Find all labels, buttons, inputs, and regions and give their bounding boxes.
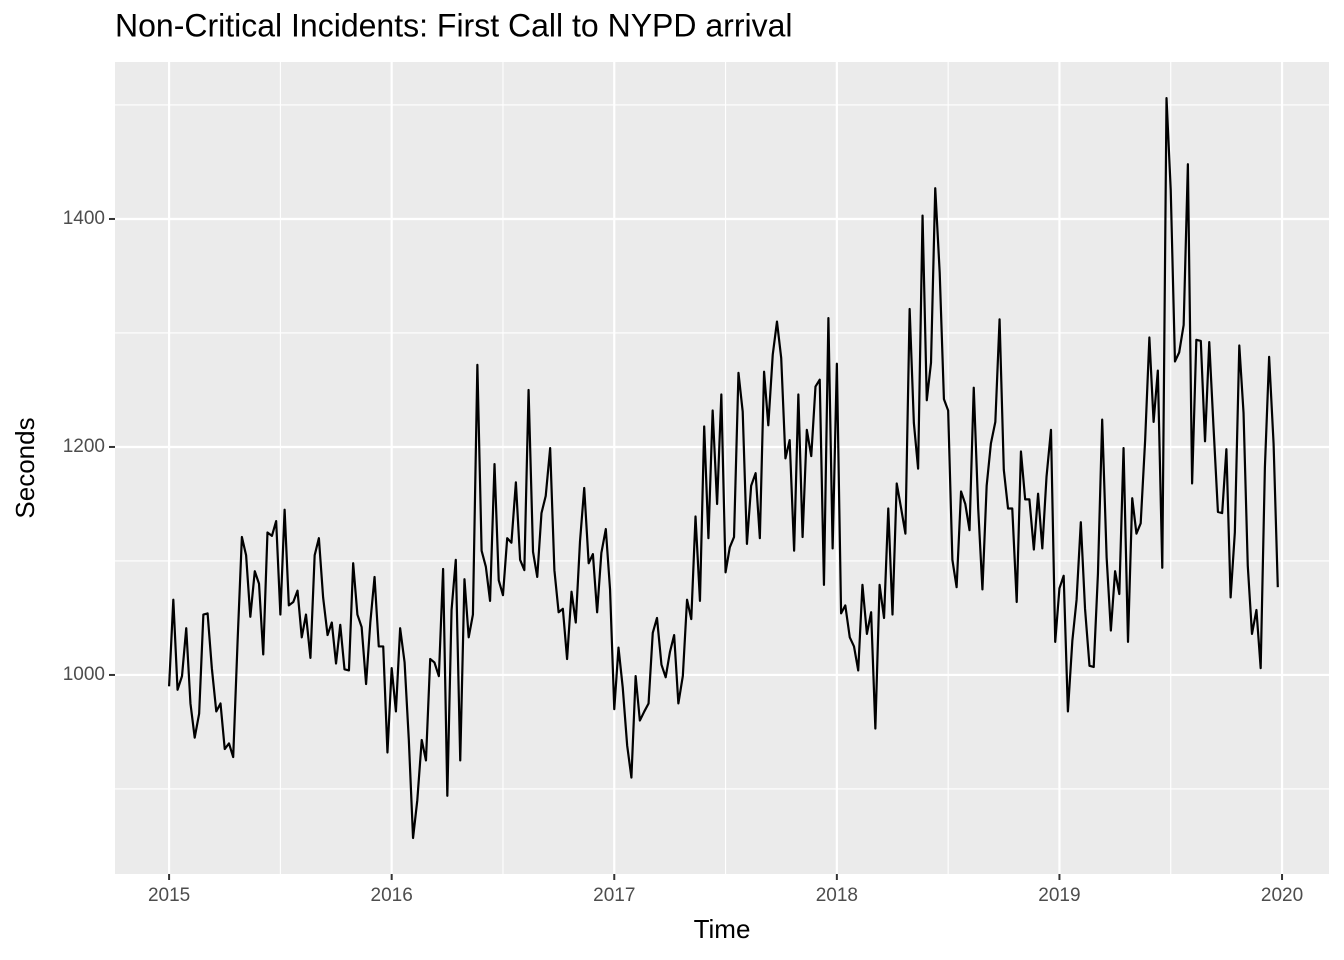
y-tick-label: 1400 bbox=[63, 208, 105, 229]
x-tick-label: 2016 bbox=[371, 885, 413, 906]
y-tick-label: 1000 bbox=[63, 664, 105, 685]
x-tick-label: 2017 bbox=[593, 885, 635, 906]
data-line bbox=[167, 97, 1279, 840]
chart-title: Non-Critical Incidents: First Call to NY… bbox=[115, 7, 793, 43]
y-tick-label: 1200 bbox=[63, 436, 105, 457]
x-axis-label: Time bbox=[694, 914, 751, 944]
y-axis-label: Seconds bbox=[10, 417, 40, 518]
x-tick-label: 2018 bbox=[816, 885, 858, 906]
x-tick-label: 2015 bbox=[148, 885, 190, 906]
x-tick-label: 2019 bbox=[1038, 885, 1080, 906]
x-tick-label: 2020 bbox=[1261, 885, 1303, 906]
